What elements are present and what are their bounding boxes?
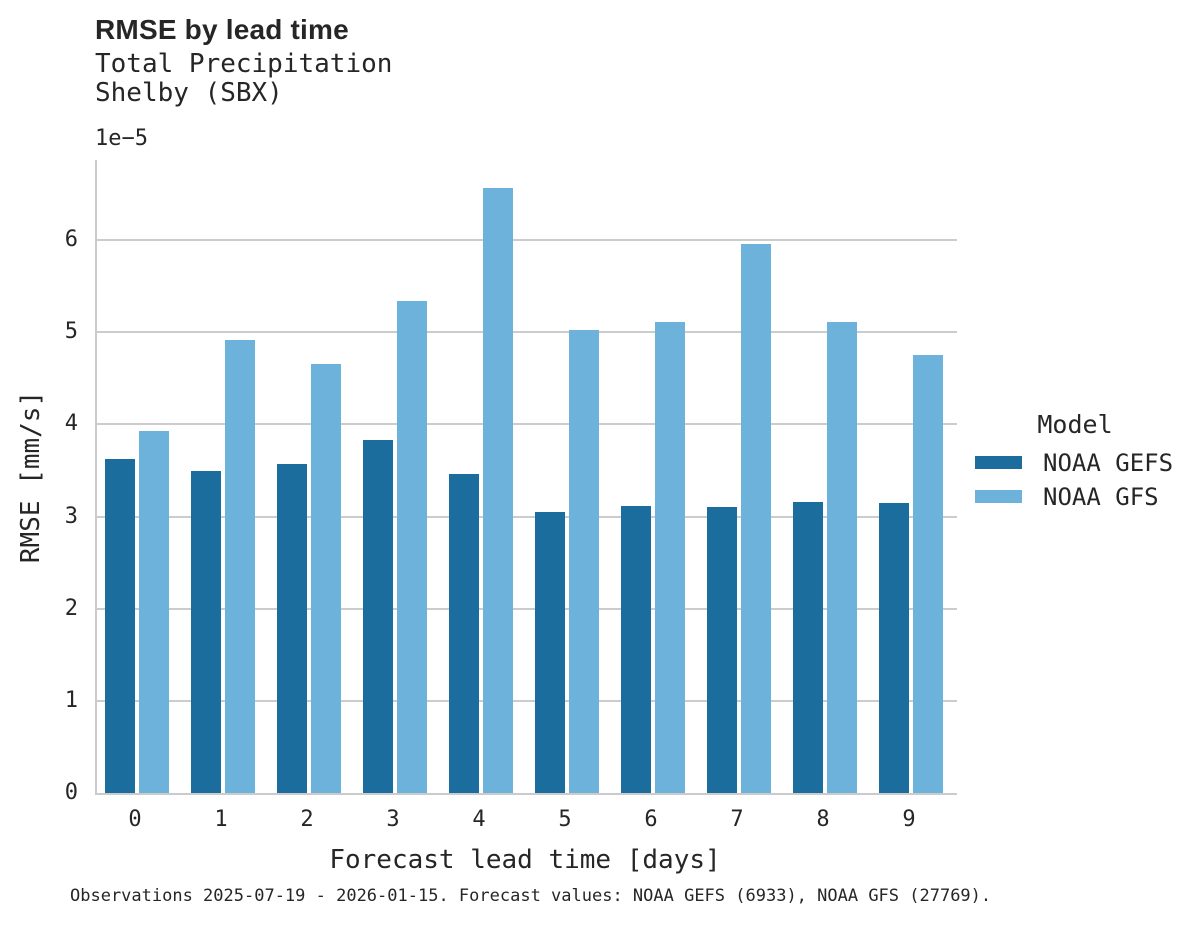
y-axis-offset-label: 1e−5: [95, 126, 148, 151]
y-tick-2: 2: [64, 595, 78, 621]
gridline-5: [97, 331, 957, 334]
gridline-6: [97, 239, 957, 242]
x-tick-7: 7: [730, 807, 744, 832]
gridline-2: [97, 607, 957, 610]
bar-noaa-gefs-day8: [793, 501, 823, 793]
y-tick-6: 6: [64, 227, 78, 253]
chart-subtitle: Total Precipitation Shelby (SBX): [95, 49, 393, 108]
plot-area: [95, 160, 957, 795]
x-tick-8: 8: [816, 807, 830, 832]
y-tick-4: 4: [64, 411, 78, 437]
gridline-3: [97, 515, 957, 518]
x-tick-0: 0: [128, 807, 142, 832]
bar-noaa-gefs-day0: [105, 459, 135, 793]
bar-noaa-gfs-day5: [569, 329, 599, 793]
y-tick-5: 5: [64, 319, 78, 345]
bar-noaa-gfs-day8: [827, 322, 857, 793]
legend-swatch-noaa-gefs: [975, 456, 1022, 469]
x-tick-5: 5: [558, 807, 572, 832]
y-tick-1: 1: [64, 687, 78, 713]
y-tick-3: 3: [64, 503, 78, 529]
x-tick-3: 3: [386, 807, 400, 832]
gridline-1: [97, 699, 957, 702]
bar-noaa-gefs-day7: [707, 507, 737, 793]
bar-noaa-gefs-day3: [363, 440, 393, 793]
legend-item-noaa-gefs: NOAA GEFS: [975, 448, 1175, 477]
bar-noaa-gfs-day3: [397, 300, 427, 793]
bar-noaa-gfs-day9: [913, 355, 943, 793]
bar-noaa-gefs-day4: [449, 474, 479, 793]
gridline-4: [97, 423, 957, 426]
bar-noaa-gfs-day2: [311, 363, 341, 793]
bar-noaa-gefs-day6: [621, 505, 651, 793]
bar-noaa-gfs-day1: [225, 339, 255, 793]
legend-title: Model: [1037, 410, 1113, 439]
legend-label-noaa-gfs: NOAA GFS: [1043, 482, 1159, 511]
x-tick-9: 9: [902, 807, 916, 832]
x-tick-4: 4: [472, 807, 486, 832]
bar-noaa-gfs-day4: [483, 187, 513, 793]
bar-noaa-gefs-day1: [191, 471, 221, 793]
y-tick-0: 0: [64, 780, 78, 805]
legend-label-noaa-gefs: NOAA GEFS: [1043, 448, 1174, 477]
legend: Model NOAA GEFS NOAA GFS: [975, 410, 1175, 517]
bar-noaa-gfs-day0: [139, 430, 169, 793]
bar-noaa-gefs-day9: [879, 502, 909, 793]
legend-swatch-noaa-gfs: [975, 490, 1022, 503]
bar-noaa-gfs-day7: [741, 243, 771, 793]
bar-noaa-gfs-day6: [655, 322, 685, 793]
chart-title: RMSE by lead time: [95, 14, 349, 45]
x-tick-6: 6: [644, 807, 658, 832]
x-axis-label: Forecast lead time [days]: [329, 845, 721, 875]
legend-item-noaa-gfs: NOAA GFS: [975, 482, 1175, 511]
x-tick-2: 2: [300, 807, 314, 832]
caption: Observations 2025-07-19 - 2026-01-15. Fo…: [70, 886, 992, 906]
y-axis-label: RMSE [mm/s]: [16, 390, 46, 564]
x-tick-1: 1: [214, 807, 228, 832]
bar-noaa-gefs-day5: [535, 511, 565, 793]
bar-noaa-gefs-day2: [277, 464, 307, 793]
